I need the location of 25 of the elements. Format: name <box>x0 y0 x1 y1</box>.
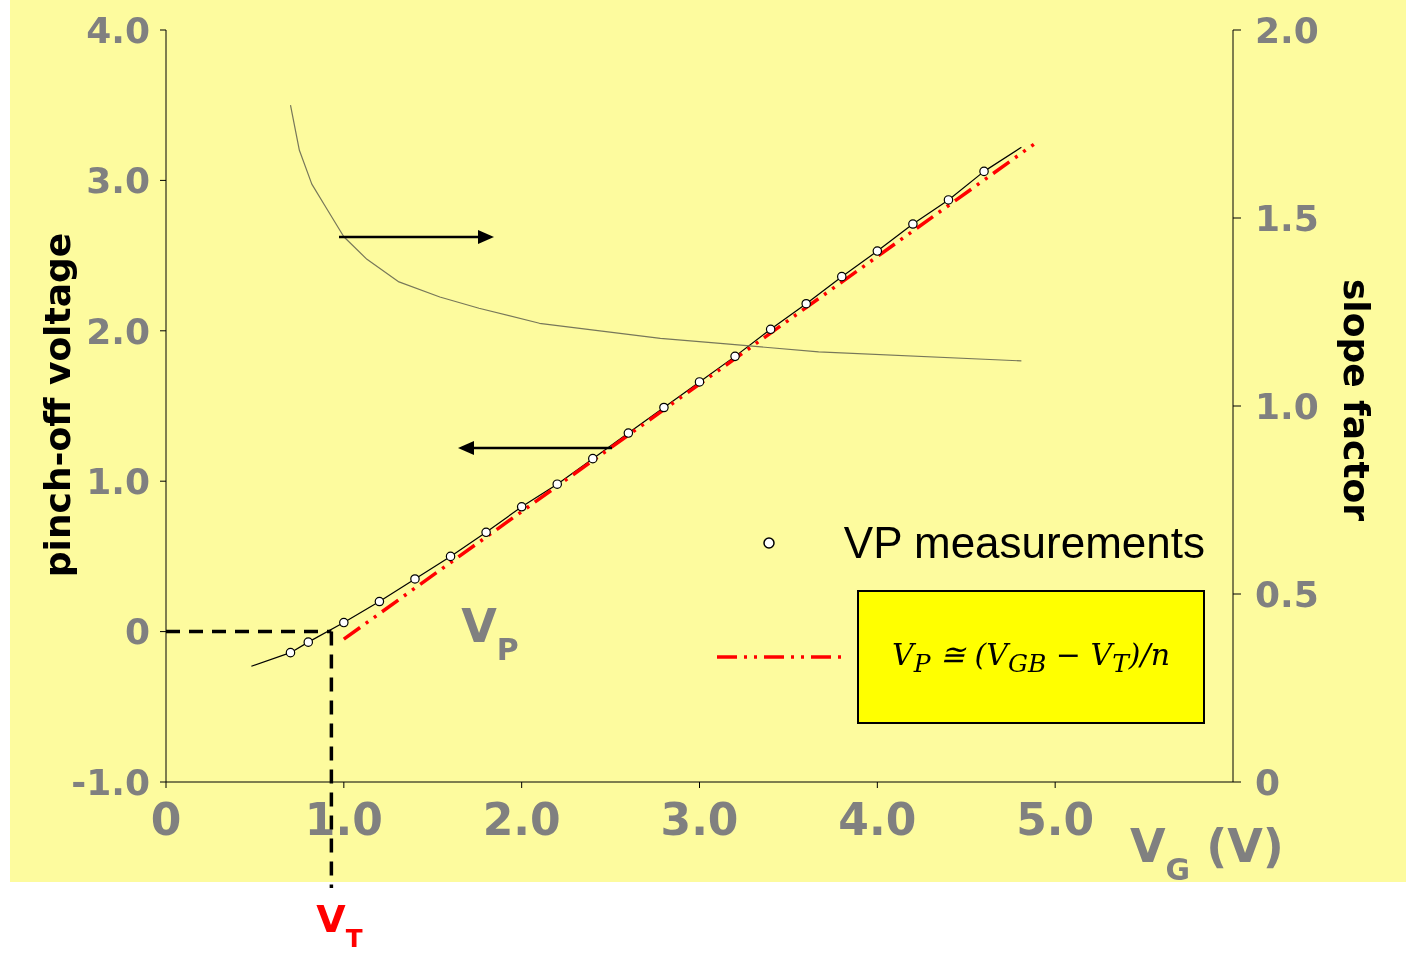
y-tick-label: 4.0 <box>86 9 150 51</box>
y-tick-label: -1.0 <box>71 761 150 803</box>
x-tick-label: 3.0 <box>660 794 739 846</box>
y-axis-title: pinch-off voltage <box>37 232 78 578</box>
x-tick-label: 2.0 <box>482 794 561 846</box>
annotation: V$_{T}$ <box>316 897 363 953</box>
y2-tick-label: 1.5 <box>1255 197 1319 239</box>
y2-axis-title: slope factor <box>1336 278 1377 522</box>
y-tick-label: 0 <box>124 611 150 653</box>
y2-tick-label: 0.5 <box>1255 573 1319 615</box>
y2-tick-label: 2.0 <box>1255 9 1319 51</box>
legend-label: V$_{P}$ ≅ (V$_{GB}$ − V$_{T}$)/n <box>892 636 1170 678</box>
x-tick-label: 4.0 <box>838 794 917 846</box>
legend-label: VP measurements <box>843 518 1205 568</box>
x-axis-title: V$_{G}$ (V) <box>1130 819 1284 887</box>
y2-tick-label: 0 <box>1255 761 1281 803</box>
y2-tick-label: 1.0 <box>1255 385 1319 427</box>
annotation: V$_{P}$ <box>461 599 519 667</box>
formula-box: V$_{P}$ ≅ (V$_{GB}$ − V$_{T}$)/n <box>857 590 1205 724</box>
y-tick-label: 1.0 <box>86 460 150 502</box>
y-tick-label: 3.0 <box>86 160 150 202</box>
y-tick-label: 2.0 <box>86 310 150 352</box>
x-tick-label: 1.0 <box>304 794 383 846</box>
x-tick-label: 5.0 <box>1016 794 1095 846</box>
x-tick-label: 0 <box>150 794 182 846</box>
